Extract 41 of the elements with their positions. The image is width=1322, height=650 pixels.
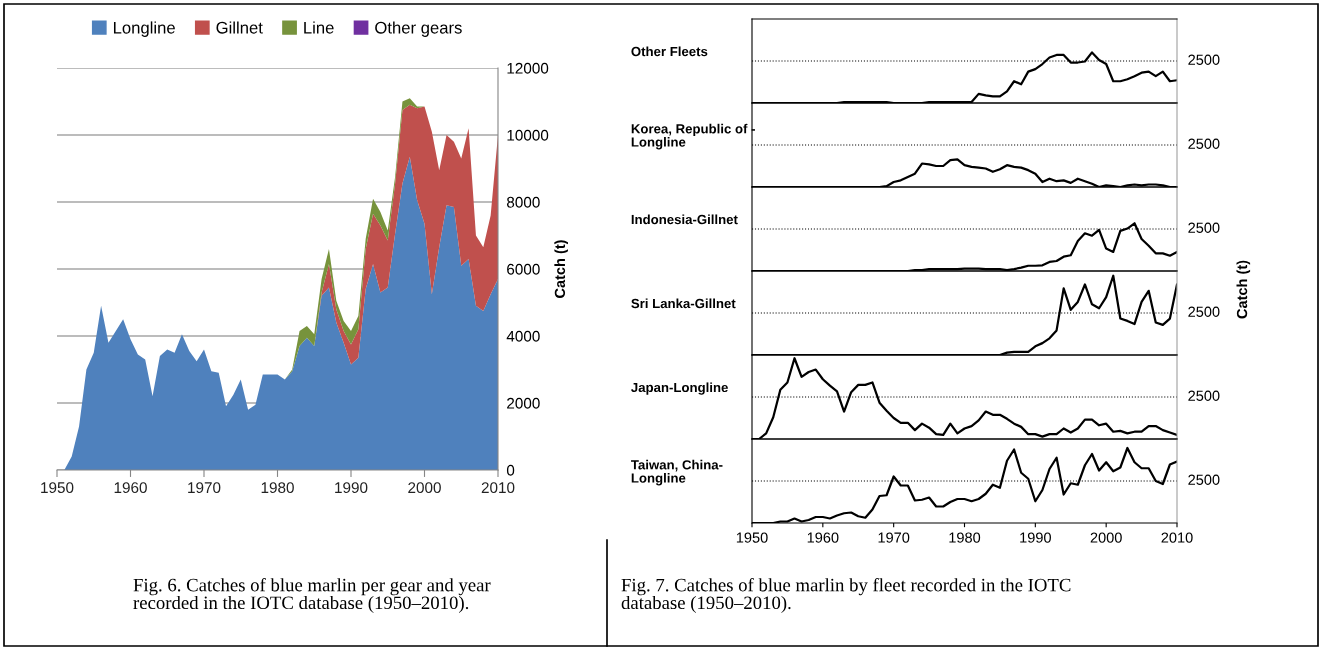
x-tick-label: 1950 — [736, 532, 768, 543]
y-tick-label: 12000 — [507, 62, 549, 74]
x-tick-label: 1990 — [1020, 532, 1051, 543]
x-tick-label: 1990 — [335, 482, 368, 494]
x-tick-label: 2000 — [1090, 532, 1122, 543]
text: Sri Lanka-Gillnet — [631, 298, 736, 309]
text: Japan-Longline — [631, 382, 728, 395]
legend-label: Longline — [113, 21, 175, 37]
y-tick-label: 0 — [506, 464, 515, 476]
y-tick-label: 6000 — [507, 263, 540, 275]
x-tick-label: 1950 — [41, 482, 74, 494]
x-tick-label: 1960 — [114, 482, 147, 494]
x-tick-label: 1970 — [188, 482, 221, 494]
legend-label: Other gears — [375, 21, 462, 37]
y-axis-title: Catch (t) — [554, 240, 568, 298]
legend-label: Gillnet — [216, 21, 263, 34]
x-tick-label: 1960 — [807, 532, 839, 543]
legend-label: Line — [304, 21, 334, 34]
y-tick-label: 10000 — [507, 129, 549, 141]
y-tick-label: 2000 — [507, 397, 540, 409]
text: Taiwan, China- Longline — [631, 459, 723, 486]
x-tick-label: 1980 — [949, 532, 981, 543]
chart-title: Other Fleets — [631, 46, 708, 57]
text: 2500 — [1188, 390, 1220, 401]
text: 2500 — [1188, 138, 1220, 149]
y-tick-label: 4000 — [506, 330, 540, 342]
caption: Fig. 7. Catches of blue marlin by fleet recorded in the IOTC database (1950–2010). — [621, 578, 1071, 613]
chart-title: Korea, Republic of - Longline — [631, 123, 755, 150]
x-tick-label: 2010 — [481, 482, 515, 494]
x-tick-label: 1980 — [261, 482, 294, 494]
chart-title: Indonesia-Gillnet — [631, 214, 738, 225]
text: 2500 — [1188, 474, 1220, 485]
y-axis-title: Catch (t) — [1236, 260, 1251, 319]
x-tick-label: 2010 — [1161, 532, 1193, 543]
x-tick-label: 2000 — [408, 482, 441, 494]
text: 2500 — [1188, 306, 1220, 317]
text: 2500 — [1188, 54, 1220, 65]
y-tick-label: 8000 — [507, 196, 540, 208]
x-tick-label: 1970 — [878, 532, 910, 543]
caption: Fig. 6. Catches of blue marlin per gear and year recorded in the IOTC database (1950–2010). — [133, 578, 491, 613]
text: 2500 — [1188, 222, 1220, 233]
